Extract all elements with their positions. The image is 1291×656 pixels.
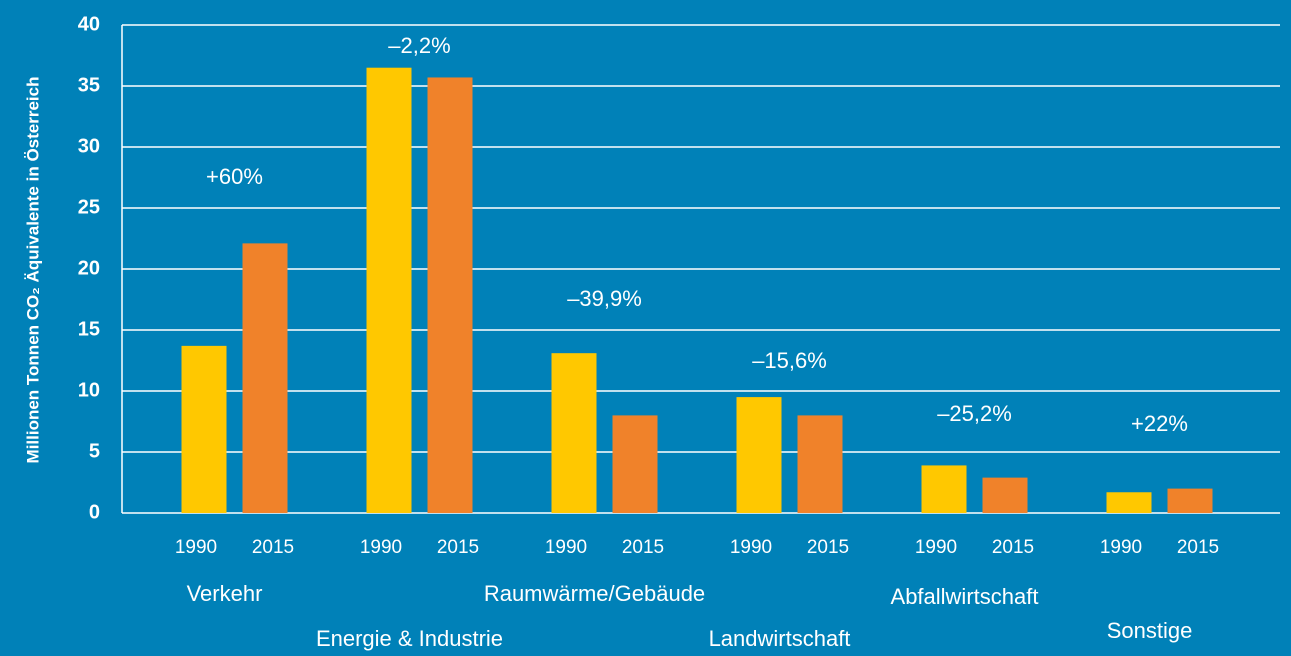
bar	[551, 353, 597, 513]
annotation: +60%	[206, 164, 263, 189]
series-label: 2015	[437, 537, 479, 558]
series-label: 1990	[730, 537, 772, 558]
series-label: 1990	[915, 537, 957, 558]
series-label: 2015	[252, 537, 294, 558]
y-tick-label: 5	[89, 440, 100, 462]
bar	[797, 415, 843, 513]
series-label: 1990	[175, 537, 217, 558]
bar	[736, 397, 782, 513]
category-label: Raumwärme/Gebäude	[484, 581, 705, 606]
annotation: +22%	[1131, 411, 1188, 436]
annotation: –15,6%	[752, 348, 827, 373]
annotation: –25,2%	[937, 401, 1012, 426]
annotation: –2,2%	[388, 33, 450, 58]
y-tick-label: 20	[78, 257, 100, 279]
y-tick-label: 15	[78, 318, 100, 340]
category-label: Sonstige	[1107, 618, 1193, 643]
series-label: 1990	[1100, 537, 1142, 558]
category-label: Landwirtschaft	[709, 626, 851, 651]
category-label: Energie & Industrie	[316, 626, 503, 651]
bar	[427, 77, 473, 514]
series-label: 2015	[992, 537, 1034, 558]
bar	[366, 67, 412, 513]
y-tick-label: 25	[78, 196, 100, 218]
bar	[1167, 488, 1213, 513]
bar	[181, 345, 227, 513]
annotation: –39,9%	[567, 286, 642, 311]
series-label: 2015	[622, 537, 664, 558]
series-label: 1990	[545, 537, 587, 558]
category-label: Verkehr	[187, 581, 263, 606]
series-label: 2015	[807, 537, 849, 558]
bar	[982, 477, 1028, 513]
bar	[921, 465, 967, 513]
y-axis-label: Millionen Tonnen CO₂ Äquivalente in Öste…	[23, 77, 42, 464]
y-tick-label: 10	[78, 379, 100, 401]
bar	[1106, 492, 1152, 513]
series-label: 2015	[1177, 537, 1219, 558]
category-label: Abfallwirtschaft	[891, 584, 1039, 609]
series-label: 1990	[360, 537, 402, 558]
y-tick-label: 30	[78, 135, 100, 157]
y-tick-label: 35	[78, 74, 100, 96]
y-tick-label: 0	[89, 501, 100, 523]
y-tick-label: 40	[78, 13, 100, 35]
bar	[242, 243, 288, 513]
bar	[612, 415, 658, 513]
